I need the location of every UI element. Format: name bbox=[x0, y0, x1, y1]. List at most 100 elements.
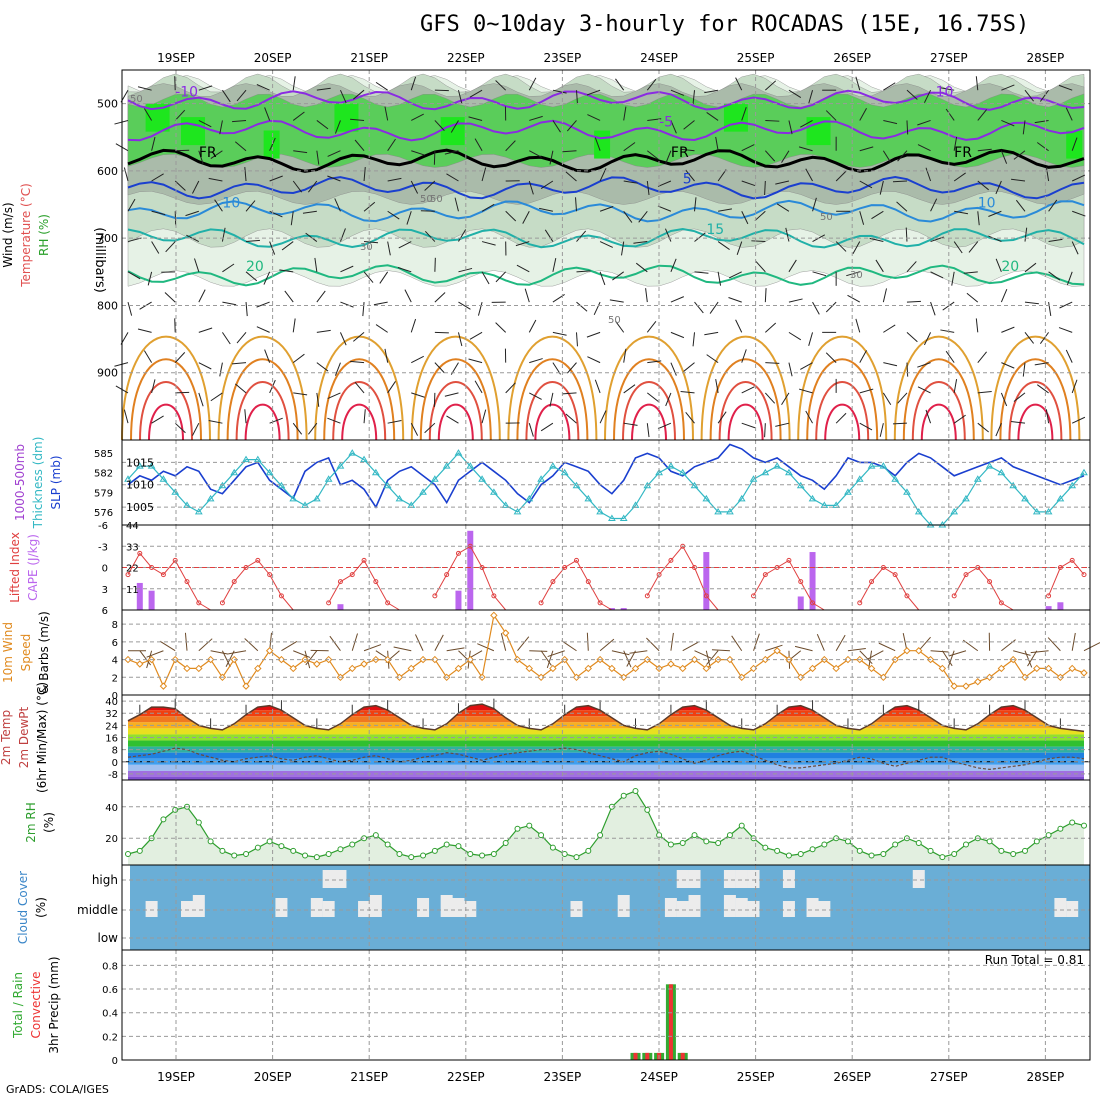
thickness-point bbox=[773, 462, 782, 469]
wind-barb bbox=[897, 392, 908, 404]
surface-wind-barb bbox=[694, 650, 712, 659]
lifted-index-line bbox=[221, 559, 294, 611]
temp-contour-label: -5 bbox=[659, 115, 673, 131]
rh-point bbox=[1057, 825, 1064, 832]
surface-wind-barb bbox=[711, 649, 730, 652]
wind-barb bbox=[562, 392, 577, 395]
surface-wind-barb bbox=[517, 636, 530, 652]
wind-barb bbox=[552, 89, 567, 94]
thickness-point bbox=[454, 449, 463, 456]
surface-wind-barb bbox=[446, 647, 465, 652]
wind-barb bbox=[222, 301, 237, 306]
surface-wind-barb bbox=[599, 638, 615, 652]
wind-barb bbox=[446, 415, 459, 424]
rh-point bbox=[372, 832, 379, 839]
wind-barb bbox=[942, 301, 955, 311]
rh-patch bbox=[594, 130, 611, 159]
wind-barb bbox=[717, 411, 727, 424]
lifted-index-point bbox=[1069, 557, 1075, 563]
thickness-point bbox=[702, 494, 711, 502]
lifted-index-point bbox=[231, 579, 237, 585]
boundary-layer-contour bbox=[700, 335, 791, 441]
rh-point bbox=[785, 852, 792, 859]
lifted-index-line bbox=[859, 566, 920, 611]
boundary-layer-contour bbox=[323, 358, 396, 441]
rh-axis-label: (%) bbox=[42, 812, 56, 833]
lifted-index-point bbox=[951, 593, 957, 599]
rh-contour-label: 50 bbox=[608, 315, 621, 326]
date-label-bottom: 19SEP bbox=[157, 1070, 195, 1084]
temp-tick: 24 bbox=[105, 721, 118, 732]
wind-barb bbox=[846, 271, 860, 277]
rh-patch bbox=[723, 103, 748, 132]
wind-barb bbox=[670, 362, 677, 376]
wind-barb bbox=[892, 180, 907, 183]
thickness-tick: 585 bbox=[94, 449, 113, 460]
surface-wind-barb bbox=[816, 633, 825, 651]
rh-point bbox=[302, 852, 309, 859]
wind-barb bbox=[917, 386, 931, 394]
wind-barb bbox=[765, 119, 780, 122]
surface-wind-barb bbox=[415, 634, 424, 651]
lifted-index-point bbox=[125, 572, 131, 578]
wind-barb bbox=[593, 301, 601, 315]
rh-point bbox=[667, 841, 674, 848]
surface-wind-barb bbox=[623, 650, 632, 668]
wind-barb bbox=[316, 120, 329, 130]
wind-barb bbox=[198, 150, 204, 165]
wind-barb bbox=[552, 258, 557, 272]
wind-barb bbox=[812, 271, 827, 277]
wind-axis-label: Speed bbox=[19, 634, 33, 672]
wind-barb bbox=[214, 199, 223, 212]
temp-stripe bbox=[128, 728, 1084, 735]
thickness-point bbox=[844, 488, 852, 495]
wind-barb bbox=[362, 302, 365, 317]
wind-barb bbox=[292, 353, 305, 364]
wind-barb bbox=[764, 180, 766, 196]
boundary-layer-contour bbox=[410, 335, 501, 441]
wind-barb bbox=[469, 89, 483, 98]
cape-bar bbox=[136, 582, 143, 610]
wind-barb bbox=[735, 77, 743, 91]
wind-barb bbox=[647, 392, 659, 402]
lifted-index-point bbox=[786, 557, 792, 563]
wind-barb bbox=[977, 148, 992, 152]
rh-point bbox=[880, 850, 887, 857]
thickness-point bbox=[596, 507, 604, 515]
surface-wind-barb bbox=[611, 650, 630, 656]
lifted-index-tick: 3 bbox=[102, 585, 108, 596]
wind-barb bbox=[151, 241, 160, 254]
precip-tick: 0.4 bbox=[102, 1009, 118, 1020]
wind-barb bbox=[808, 90, 814, 104]
wind-barb bbox=[327, 150, 341, 157]
wind-barb bbox=[468, 358, 483, 364]
wind-barb bbox=[232, 119, 247, 123]
wind-barb bbox=[1036, 384, 1049, 394]
rh-point bbox=[1069, 819, 1076, 826]
wind-barb bbox=[917, 362, 931, 368]
wind-barb bbox=[397, 267, 412, 273]
wind-barb bbox=[917, 144, 931, 152]
rh-point bbox=[195, 819, 202, 826]
wind-barb bbox=[1034, 362, 1049, 366]
cape-axis-label: Lifted Index bbox=[8, 532, 22, 603]
wind-tick: 0 bbox=[112, 691, 118, 702]
cape-bar bbox=[703, 552, 710, 610]
wind-barb bbox=[529, 358, 543, 364]
wind-barb bbox=[670, 258, 677, 273]
date-label-top: 19SEP bbox=[157, 51, 195, 65]
lifted-index-point bbox=[751, 593, 757, 599]
wind-barb bbox=[995, 422, 1002, 437]
wind-barb bbox=[764, 288, 767, 303]
slp-line bbox=[127, 443, 1085, 509]
boundary-layer-contour bbox=[341, 403, 378, 441]
rh-point bbox=[844, 838, 851, 845]
thickness-point bbox=[360, 455, 368, 463]
cloud-high-bar bbox=[735, 870, 748, 888]
cloud-middle-bar bbox=[1066, 901, 1079, 917]
wind-barb bbox=[706, 354, 719, 364]
wind-barb bbox=[528, 423, 534, 437]
boundary-layer-contour bbox=[525, 381, 580, 441]
cloud-middle-bar bbox=[452, 898, 465, 917]
rh-point bbox=[207, 838, 214, 845]
